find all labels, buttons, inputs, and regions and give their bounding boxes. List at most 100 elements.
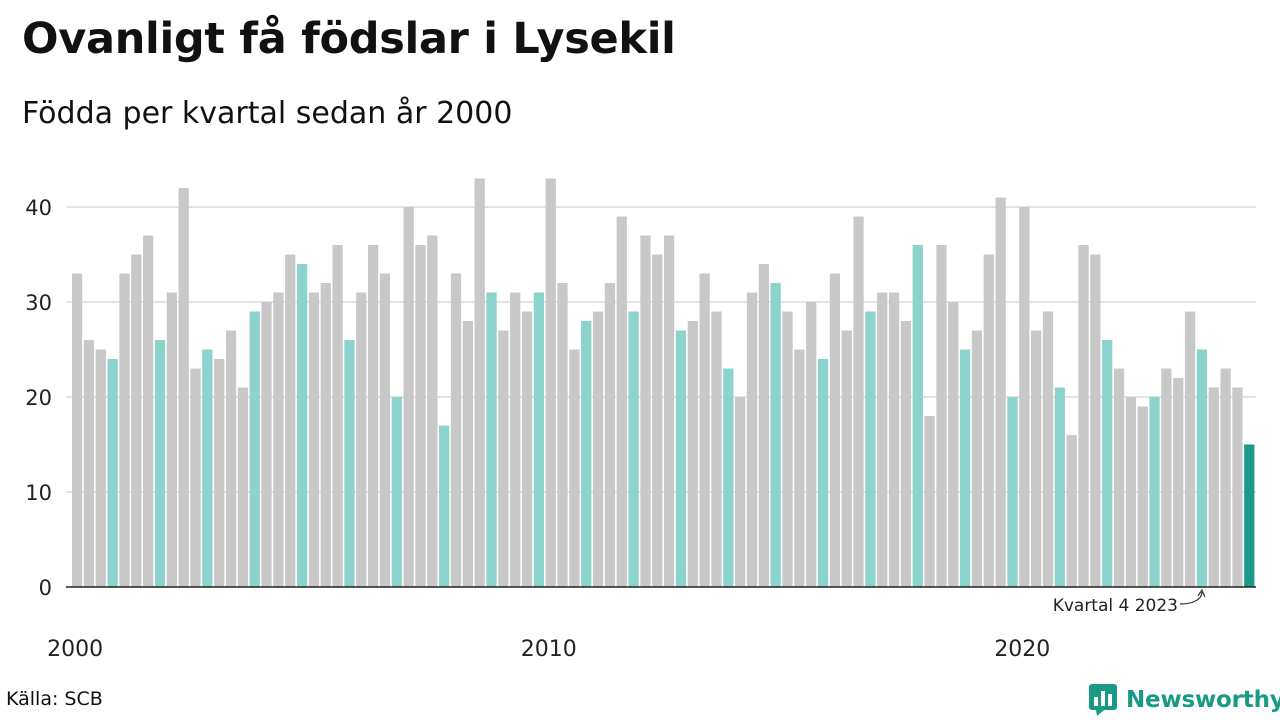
bar: [131, 254, 142, 587]
bar: [1208, 387, 1219, 587]
bar: [687, 321, 698, 587]
bar: [143, 235, 154, 587]
bar: [107, 359, 118, 587]
bar: [261, 302, 272, 587]
bar: [296, 264, 308, 587]
bar: [1137, 406, 1148, 587]
bar: [202, 349, 213, 587]
bar: [900, 321, 912, 587]
bar: [723, 368, 734, 587]
bar: [237, 387, 248, 587]
bar: [462, 321, 473, 587]
bar: [308, 292, 320, 587]
bar: [439, 425, 450, 587]
bar-chart: 0 10 20 30 40 2000 2010 2020 Kvartal 4 2023: [25, 178, 1256, 662]
bar: [521, 311, 533, 587]
bar: [995, 197, 1006, 587]
y-tick-label: 0: [39, 576, 52, 600]
x-tick-label: 2020: [994, 637, 1050, 662]
bar: [770, 283, 781, 587]
bar: [415, 245, 426, 587]
bar: [72, 273, 83, 587]
bar: [983, 254, 994, 587]
bar: [960, 349, 971, 587]
bar: [320, 283, 331, 587]
bar: [166, 292, 177, 587]
bar: [273, 292, 284, 587]
bar: [356, 292, 367, 587]
bar: [936, 245, 947, 587]
bar: [1102, 340, 1113, 587]
bar: [1054, 387, 1065, 587]
bar: [1149, 397, 1160, 587]
bar: [640, 235, 651, 587]
bar: [675, 330, 687, 587]
bar: [83, 340, 95, 587]
bar: [865, 311, 876, 587]
annotation-label: Kvartal 4 2023: [1053, 596, 1178, 616]
bar: [735, 397, 746, 587]
bar: [533, 292, 544, 587]
y-tick-label: 20: [25, 386, 52, 410]
bar: [829, 273, 840, 587]
chart-subtitle: Födda per kvartal sedan år 2000: [22, 96, 513, 131]
bar: [391, 397, 402, 587]
source-label: Källa: SCB: [6, 688, 103, 710]
bar: [344, 340, 355, 587]
bar: [806, 302, 817, 587]
bar: [592, 311, 604, 587]
bar: [1220, 368, 1231, 587]
bar: [1196, 349, 1208, 587]
annotation-arrow: [1179, 591, 1203, 605]
bar: [1090, 254, 1101, 587]
bar: [664, 235, 675, 587]
bar: [95, 349, 106, 587]
bar: [249, 311, 260, 587]
bar: [841, 330, 852, 587]
chart-title: Ovanligt få födslar i Lysekil: [22, 14, 676, 64]
bar: [817, 359, 829, 587]
brand-logo[interactable]: Newsworthy: [1088, 683, 1280, 717]
bar: [912, 245, 923, 587]
bar: [699, 273, 710, 587]
bar: [510, 292, 521, 587]
bar: [652, 254, 663, 587]
bar: [1007, 397, 1018, 587]
bar: [1019, 207, 1030, 587]
bar: [190, 368, 201, 587]
bar: [711, 311, 722, 587]
bar: [746, 292, 758, 587]
bar: [154, 340, 166, 587]
bar: [1161, 368, 1172, 587]
bar: [1113, 368, 1125, 587]
bar: [474, 178, 485, 587]
bar: [178, 188, 189, 587]
bar: [368, 245, 379, 587]
bar: [628, 311, 639, 587]
y-tick-label: 10: [25, 481, 52, 505]
bar: [1042, 311, 1054, 587]
bar: [971, 330, 983, 587]
bar: [1031, 330, 1042, 587]
bar: [924, 416, 935, 587]
bar: [1125, 397, 1136, 587]
bar: [1244, 444, 1255, 587]
bar: [569, 349, 580, 587]
bar: [794, 349, 805, 587]
x-tick-label: 2000: [47, 637, 103, 662]
bar: [604, 283, 616, 587]
x-tick-label: 2010: [521, 637, 577, 662]
bar: [119, 273, 130, 587]
bar: [486, 292, 497, 587]
newsworthy-logo-icon: [1089, 684, 1117, 716]
y-tick-label: 40: [25, 196, 52, 220]
bar: [379, 273, 391, 587]
y-tick-label: 30: [25, 291, 52, 315]
bar: [403, 207, 414, 587]
bar: [427, 235, 438, 587]
bar: [1173, 378, 1184, 587]
bar: [581, 321, 592, 587]
bar: [557, 283, 568, 587]
bar: [1066, 435, 1077, 587]
bar: [545, 178, 556, 587]
